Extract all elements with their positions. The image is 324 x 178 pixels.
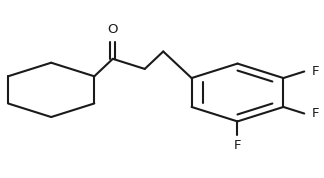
Text: F: F	[311, 107, 319, 120]
Text: F: F	[234, 139, 241, 152]
Text: F: F	[311, 65, 319, 78]
Text: O: O	[108, 23, 118, 36]
